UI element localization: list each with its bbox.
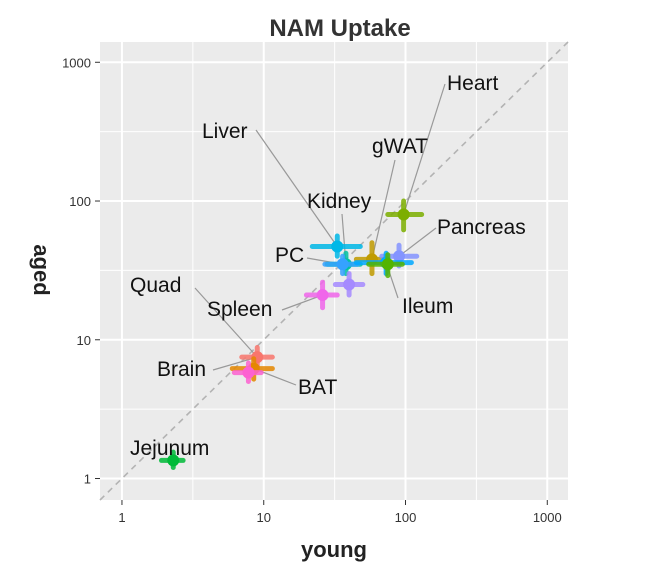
data-point-heart bbox=[385, 198, 425, 233]
label-pc: PC bbox=[275, 244, 304, 267]
point-marker bbox=[316, 289, 329, 302]
label-gwat: gWAT bbox=[372, 135, 428, 158]
point-marker bbox=[167, 454, 180, 467]
x-tick-label: 10 bbox=[257, 510, 271, 525]
point-marker bbox=[242, 366, 255, 379]
data-point-spleen bbox=[303, 279, 340, 311]
x-tick-label: 1 bbox=[118, 510, 125, 525]
data-points bbox=[158, 198, 425, 471]
data-point-pc bbox=[322, 253, 361, 277]
data-point-liver bbox=[309, 233, 363, 259]
label-brain: Brain bbox=[157, 358, 206, 381]
data-point-quad bbox=[332, 271, 366, 298]
label-liver: Liver bbox=[202, 120, 248, 143]
point-marker bbox=[343, 278, 356, 291]
y-tick-label: 1 bbox=[84, 472, 91, 487]
plot-panel bbox=[100, 42, 568, 500]
label-quad: Quad bbox=[130, 274, 181, 297]
label-bat: BAT bbox=[298, 376, 337, 399]
leader-quad bbox=[194, 287, 258, 358]
y-tick-label: 10 bbox=[77, 333, 91, 348]
leader-pancreas bbox=[398, 227, 437, 257]
y-axis-ticks: 1 10 100 1000 bbox=[62, 55, 100, 487]
y-tick-label: 1000 bbox=[62, 55, 91, 70]
label-heart: Heart bbox=[447, 72, 499, 95]
label-kidney: Kidney bbox=[307, 190, 372, 213]
leader-heart bbox=[403, 83, 446, 215]
x-axis-title: young bbox=[301, 537, 367, 562]
x-axis-ticks: 1 10 100 1000 bbox=[118, 500, 562, 525]
x-tick-label: 1000 bbox=[533, 510, 562, 525]
y-axis-title: aged bbox=[29, 244, 54, 295]
x-tick-label: 100 bbox=[395, 510, 417, 525]
leader-gwat bbox=[371, 159, 396, 260]
point-marker bbox=[331, 240, 344, 253]
y-tick-label: 100 bbox=[69, 194, 91, 209]
label-jejunum: Jejunum bbox=[130, 437, 209, 460]
grid bbox=[100, 42, 568, 500]
data-point-ileum-2 bbox=[366, 252, 405, 279]
label-spleen: Spleen bbox=[207, 298, 272, 321]
point-labels: Heart gWAT Liver Kidney PC Pancreas Ileum Quad S… bbox=[130, 72, 526, 460]
label-pancreas: Pancreas bbox=[437, 216, 526, 239]
leader-liver bbox=[255, 129, 338, 247]
point-marker bbox=[381, 258, 394, 271]
chart-title: NAM Uptake bbox=[269, 15, 410, 42]
point-marker bbox=[336, 258, 349, 271]
data-point-jejunum bbox=[158, 449, 186, 471]
point-marker bbox=[397, 208, 410, 221]
data-point-bat-2 bbox=[231, 360, 264, 385]
label-ileum: Ileum bbox=[402, 295, 453, 318]
point-marker bbox=[393, 250, 406, 263]
